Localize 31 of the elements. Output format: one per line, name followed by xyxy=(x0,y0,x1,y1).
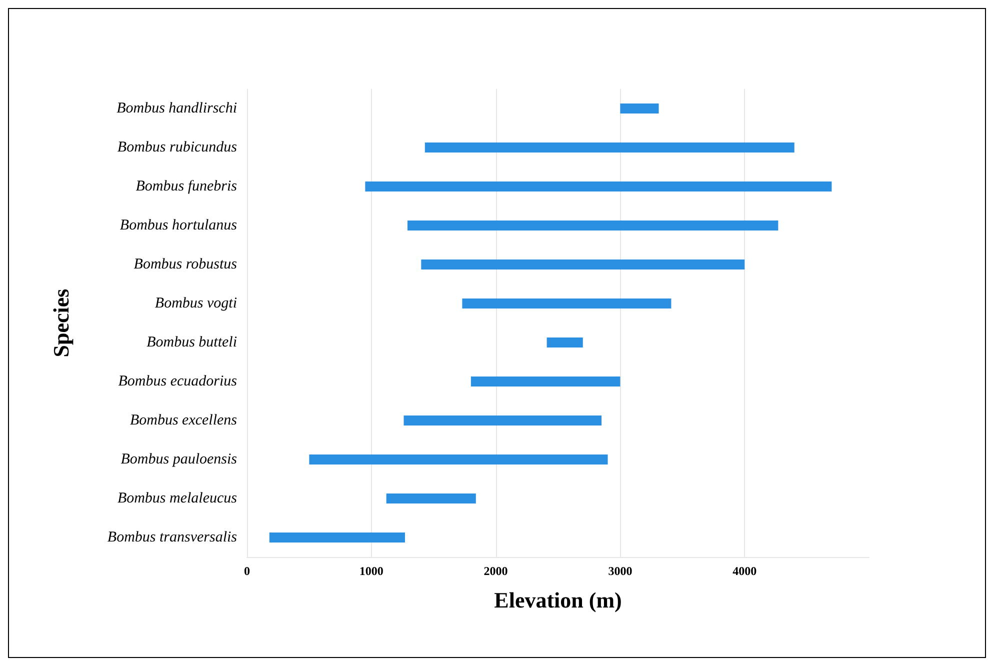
x-tick-label: 2000 xyxy=(484,564,508,578)
bar xyxy=(470,376,620,386)
bar xyxy=(424,142,794,152)
y-axis-title: Species xyxy=(48,288,74,358)
bar xyxy=(269,532,405,542)
bar xyxy=(462,298,672,308)
x-tick-label: 4000 xyxy=(732,564,757,578)
bar xyxy=(309,454,608,464)
x-tick-label: 1000 xyxy=(359,564,384,578)
bar xyxy=(365,182,832,192)
y-tick-label: Bombus rubicundus xyxy=(117,140,238,156)
bar xyxy=(421,260,745,270)
bar xyxy=(404,416,602,426)
y-tick-label: Bombus transversalis xyxy=(107,530,238,546)
y-tick-label: Bombus ecuadorius xyxy=(118,374,238,390)
y-tick-label: Bombus pauloensis xyxy=(120,452,238,468)
y-tick-label: Bombus hortulanus xyxy=(120,218,238,234)
y-tick-label: Bombus vogti xyxy=(154,296,237,312)
x-axis-title: Elevation (m) xyxy=(494,588,622,612)
bar xyxy=(407,220,778,230)
y-tick-label: Bombus melaleucus xyxy=(117,490,238,506)
x-tick-label: 3000 xyxy=(608,564,632,578)
y-tick-label: Bombus butteli xyxy=(146,334,237,350)
y-tick-label: Bombus funebris xyxy=(136,178,238,194)
y-tick-label: Bombus robustus xyxy=(134,256,238,272)
x-tick-label: 0 xyxy=(244,564,250,578)
bar xyxy=(386,494,476,504)
bar xyxy=(546,338,583,348)
bar xyxy=(620,104,659,114)
y-tick-label: Bombus excellens xyxy=(130,412,238,428)
y-tick-label: Bombus handlirschi xyxy=(116,100,237,116)
